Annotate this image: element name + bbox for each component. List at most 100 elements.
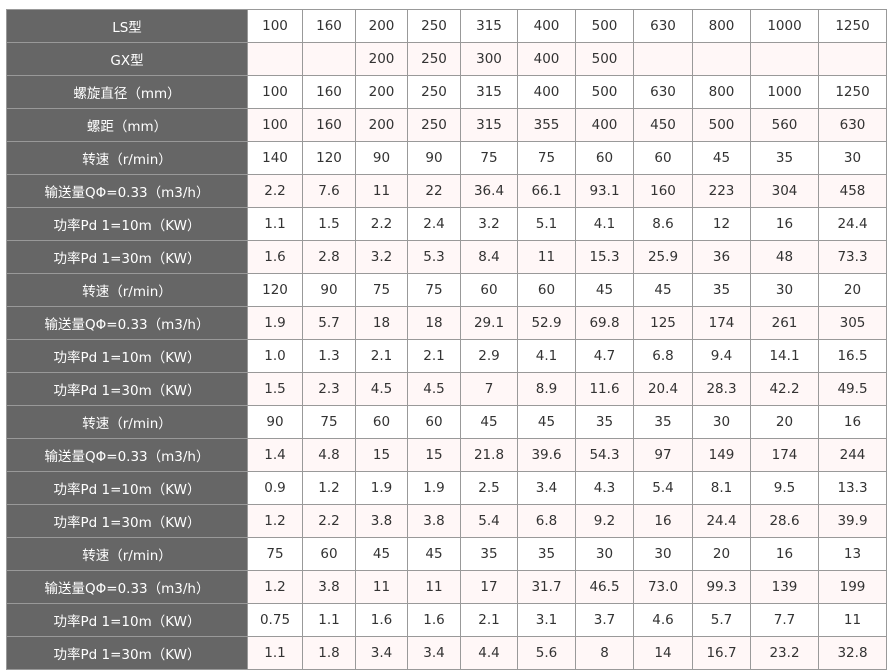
- table-cell: 1.6: [247, 240, 303, 274]
- table-row: 输送量QΦ=0.33（m3/h） 1.2 3.8 11 11 17 31.7 46.5 73.0…: [6, 570, 887, 604]
- table-row: LS型 100 160 200 250 315 400 500 630 800 1000 1250: [6, 9, 887, 43]
- row-label: 功率Pd 1=30m（KW）: [6, 636, 248, 670]
- table-cell: 3.2: [460, 207, 518, 241]
- table-cell: 450: [633, 108, 693, 142]
- table-cell: 16: [750, 537, 819, 571]
- table-cell: 9.2: [575, 504, 634, 538]
- table-cell: 7.7: [750, 603, 819, 637]
- table-cell: 3.8: [407, 504, 461, 538]
- table-row: 转速（r/min） 140 120 90 90 75 75 60 60 45 35 30: [6, 141, 887, 175]
- table-cell: 45: [355, 537, 408, 571]
- table-cell: 4.3: [575, 471, 634, 505]
- table-cell: 11: [355, 570, 408, 604]
- table-cell: 16: [750, 207, 819, 241]
- table-cell: 315: [460, 75, 518, 109]
- table-cell: 22: [407, 174, 461, 208]
- table-row: 螺距（mm） 100 160 200 250 315 355 400 450 500 560 630: [6, 108, 887, 142]
- row-label: 螺距（mm）: [6, 108, 248, 142]
- table-cell: 11: [355, 174, 408, 208]
- table-cell: 400: [517, 42, 576, 76]
- table-cell: 25.9: [633, 240, 693, 274]
- table-cell: 2.1: [355, 339, 408, 373]
- table-cell: 1.9: [407, 471, 461, 505]
- row-label: GX型: [6, 42, 248, 76]
- table-cell: 60: [302, 537, 356, 571]
- table-row: 输送量QΦ=0.33（m3/h） 2.2 7.6 11 22 36.4 66.1 93.1 16…: [6, 174, 887, 208]
- table-cell: 100: [247, 108, 303, 142]
- table-cell: 73.3: [818, 240, 887, 274]
- table-cell: 315: [460, 108, 518, 142]
- table-row: 功率Pd 1=10m（KW） 0.9 1.2 1.9 1.9 2.5 3.4 4.3 5.4 8.…: [6, 471, 887, 505]
- table-cell: 9.5: [750, 471, 819, 505]
- table-cell: [750, 42, 819, 76]
- table-cell: 45: [460, 405, 518, 439]
- table-cell: 4.5: [407, 372, 461, 406]
- table-cell: 1.2: [247, 570, 303, 604]
- table-cell: 45: [407, 537, 461, 571]
- table-cell: 0.9: [247, 471, 303, 505]
- table-cell: 13.3: [818, 471, 887, 505]
- table-cell: 30: [692, 405, 751, 439]
- row-label: 转速（r/min）: [6, 141, 248, 175]
- table-cell: 60: [407, 405, 461, 439]
- table-cell: 4.6: [633, 603, 693, 637]
- table-cell: 60: [355, 405, 408, 439]
- table-cell: 1250: [818, 9, 887, 43]
- table-cell: 97: [633, 438, 693, 472]
- table-cell: 75: [517, 141, 576, 175]
- table-cell: 1.4: [247, 438, 303, 472]
- table-cell: 4.1: [575, 207, 634, 241]
- table-cell: 90: [302, 273, 356, 307]
- table-cell: 5.7: [302, 306, 356, 340]
- table-cell: 16: [633, 504, 693, 538]
- row-label: LS型: [6, 9, 248, 43]
- table-cell: 199: [818, 570, 887, 604]
- table-cell: 48: [750, 240, 819, 274]
- table-cell: 500: [575, 75, 634, 109]
- table-cell: 9.4: [692, 339, 751, 373]
- table-cell: 35: [460, 537, 518, 571]
- table-cell: 400: [517, 75, 576, 109]
- table-cell: 1.2: [247, 504, 303, 538]
- table-cell: 60: [517, 273, 576, 307]
- row-label: 输送量QΦ=0.33（m3/h）: [6, 174, 248, 208]
- table-cell: 1.2: [302, 471, 356, 505]
- table-cell: 7: [460, 372, 518, 406]
- table-cell: 800: [692, 9, 751, 43]
- table-cell: 1.1: [247, 636, 303, 670]
- table-cell: 458: [818, 174, 887, 208]
- table-cell: 24.4: [818, 207, 887, 241]
- table-cell: 1000: [750, 9, 819, 43]
- table-cell: 2.9: [460, 339, 518, 373]
- table-cell: 20: [750, 405, 819, 439]
- row-label: 输送量QΦ=0.33（m3/h）: [6, 570, 248, 604]
- table-cell: 36: [692, 240, 751, 274]
- table-cell: 8.9: [517, 372, 576, 406]
- table-cell: 17: [460, 570, 518, 604]
- table-cell: 6.8: [517, 504, 576, 538]
- table-cell: 160: [302, 108, 356, 142]
- table-cell: 18: [355, 306, 408, 340]
- row-label: 功率Pd 1=30m（KW）: [6, 240, 248, 274]
- table-cell: 4.4: [460, 636, 518, 670]
- table-cell: 139: [750, 570, 819, 604]
- table-cell: 60: [460, 273, 518, 307]
- table-cell: 35: [575, 405, 634, 439]
- table-cell: 18: [407, 306, 461, 340]
- table-cell: 2.3: [302, 372, 356, 406]
- table-cell: [633, 42, 693, 76]
- table-row: 功率Pd 1=10m（KW） 0.75 1.1 1.6 1.6 2.1 3.1 3.7 4.6 5…: [6, 603, 887, 637]
- table-cell: 125: [633, 306, 693, 340]
- table-cell: 28.6: [750, 504, 819, 538]
- table-cell: 0.75: [247, 603, 303, 637]
- table-cell: 11: [818, 603, 887, 637]
- table-cell: 5.7: [692, 603, 751, 637]
- table-cell: 75: [355, 273, 408, 307]
- table-cell: 14: [633, 636, 693, 670]
- table-cell: 5.4: [633, 471, 693, 505]
- table-cell: 3.1: [517, 603, 576, 637]
- table-cell: 54.3: [575, 438, 634, 472]
- table-cell: 300: [460, 42, 518, 76]
- table-cell: 99.3: [692, 570, 751, 604]
- table-cell: 200: [355, 42, 408, 76]
